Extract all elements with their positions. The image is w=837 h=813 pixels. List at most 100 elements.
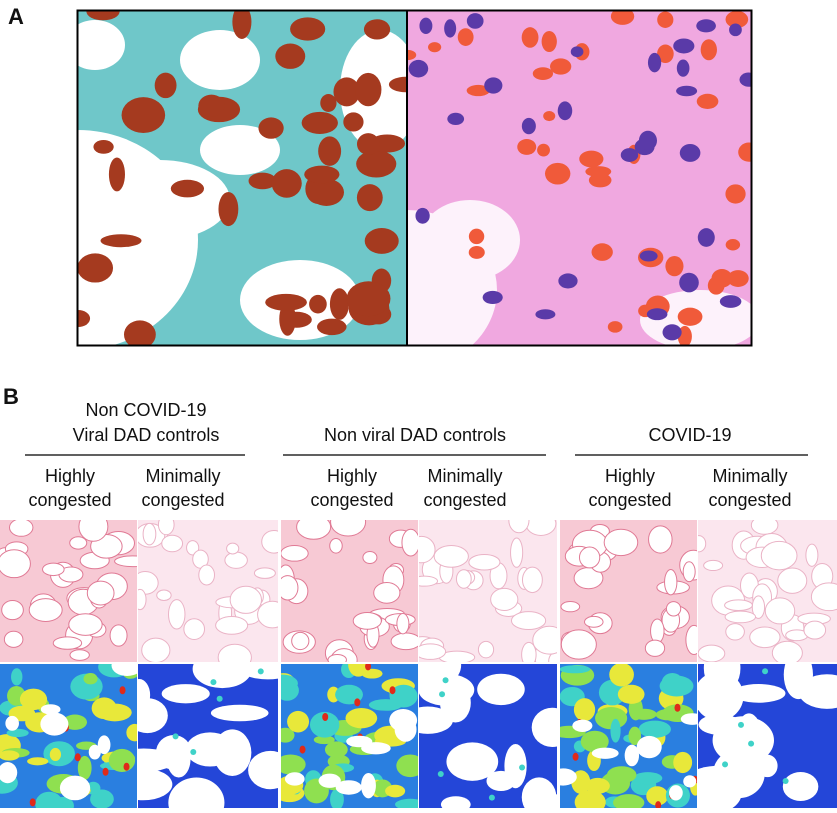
cell-region <box>290 17 326 41</box>
nucleus <box>484 77 503 94</box>
cell-region <box>317 318 347 336</box>
alveolus <box>805 543 819 567</box>
cell <box>544 162 571 185</box>
column-title: Minimally <box>145 466 220 486</box>
column-title: Highly <box>327 466 377 486</box>
heatmap-tile <box>138 664 278 808</box>
nucleus <box>679 143 701 162</box>
heatmap-tile <box>0 664 137 808</box>
hotspot <box>488 794 495 801</box>
cell <box>457 28 474 46</box>
cell-region <box>356 133 380 155</box>
nucleus <box>673 38 695 54</box>
void <box>591 747 619 759</box>
hotspot <box>35 791 63 808</box>
void <box>636 735 662 759</box>
alveolus <box>69 649 90 661</box>
void <box>5 715 19 731</box>
hotspot <box>119 686 126 695</box>
hotspot <box>613 794 645 808</box>
alveolus <box>749 626 781 649</box>
hotspot <box>345 707 378 729</box>
alveolus <box>3 630 24 648</box>
cell-region <box>86 11 120 21</box>
alveolus <box>329 538 343 554</box>
cell-region <box>93 139 114 154</box>
hotspot <box>62 714 88 730</box>
hotspot <box>281 674 298 693</box>
nucleus <box>408 59 429 78</box>
hotspot <box>365 664 372 671</box>
alveolus <box>352 611 382 630</box>
alveolus <box>224 551 248 569</box>
void <box>683 775 697 788</box>
alveolus <box>229 585 263 614</box>
hotspot <box>748 740 755 747</box>
hotspot <box>281 754 306 775</box>
alveolus <box>281 545 309 562</box>
cell <box>725 184 746 204</box>
alveolus <box>648 525 673 554</box>
void <box>210 704 269 722</box>
alveolus <box>42 562 65 577</box>
hotspot <box>617 684 645 704</box>
cell-region <box>301 111 338 134</box>
alveolus <box>455 569 472 589</box>
nucleus <box>697 228 715 247</box>
nucleus <box>638 130 657 151</box>
cell-region <box>364 228 399 254</box>
nucleus <box>444 19 457 38</box>
hotspot <box>299 745 306 754</box>
hotspot <box>389 684 418 708</box>
hotspot <box>322 712 329 721</box>
hotspot <box>395 798 418 808</box>
cell <box>468 228 485 245</box>
group-title: Viral DAD controls <box>73 425 220 445</box>
column-title: congested <box>141 490 224 510</box>
alveolus <box>141 637 171 662</box>
cell-region <box>108 157 125 192</box>
alveolus <box>373 581 401 604</box>
void <box>40 704 61 715</box>
histology-tile <box>0 520 137 662</box>
nucleus <box>558 273 578 289</box>
hotspot <box>389 686 396 695</box>
cell <box>700 39 717 61</box>
alveolus <box>750 520 779 535</box>
cell-region <box>100 234 142 248</box>
nucleus <box>729 23 742 37</box>
alveolus <box>803 620 827 640</box>
hotspot <box>633 772 663 785</box>
nucleus <box>639 250 658 262</box>
void <box>703 664 741 693</box>
alveolus <box>78 520 109 542</box>
cell <box>665 256 684 277</box>
alveolus <box>168 599 186 630</box>
cell <box>657 44 674 64</box>
alveolus <box>525 520 557 536</box>
void <box>680 713 697 725</box>
alveolus <box>477 640 495 659</box>
hotspot <box>737 721 744 728</box>
hotspot <box>606 766 637 784</box>
alveolus <box>468 553 501 571</box>
hotspot <box>574 790 606 808</box>
cell-region <box>232 11 252 39</box>
histology-tile <box>419 520 557 662</box>
void <box>572 719 593 732</box>
nucleus <box>739 72 751 87</box>
hotspot <box>19 688 48 711</box>
alveolus <box>764 597 796 625</box>
cell-region <box>363 19 391 40</box>
cell <box>657 11 674 28</box>
histology-image <box>407 11 751 345</box>
void <box>138 679 151 712</box>
alveolus <box>664 568 678 596</box>
group-title: Non viral DAD controls <box>324 425 506 445</box>
histology-tile <box>698 520 837 662</box>
histology-tile <box>138 520 278 662</box>
hotspot <box>609 664 634 687</box>
alveolus <box>419 643 447 660</box>
cell-region <box>333 77 360 107</box>
hotspot <box>172 733 179 740</box>
